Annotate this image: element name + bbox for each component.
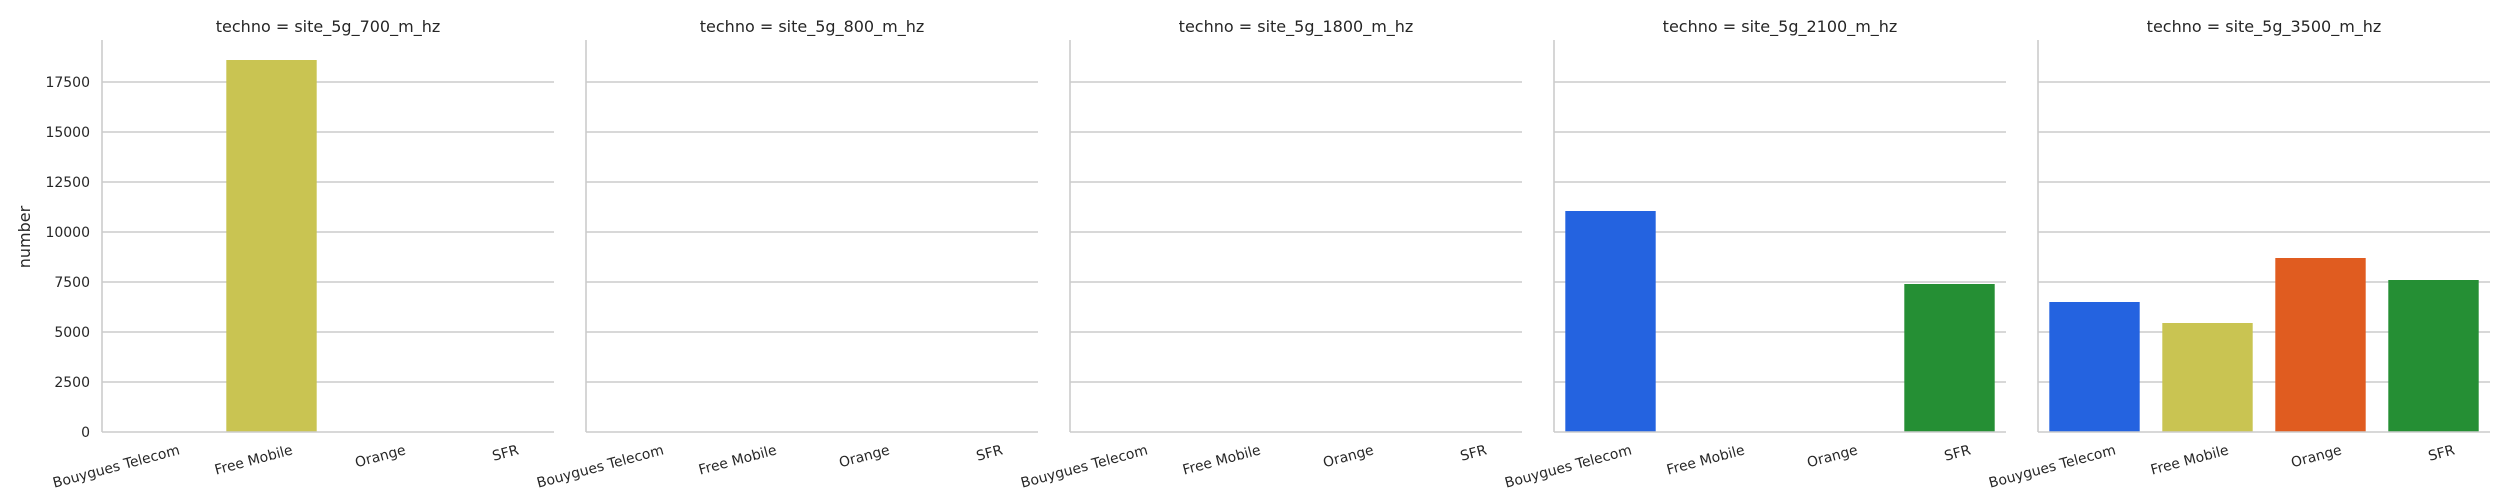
x-tick-label: Free Mobile: [1665, 442, 1747, 478]
panel-5: techno = site_5g_3500_m_hz Bouygues Telec…: [1987, 17, 2490, 492]
x-tick-label: Orange: [1321, 442, 1375, 471]
bar-sfr: [1904, 284, 1995, 432]
y-tick-label: 12500: [45, 175, 90, 191]
panel-2: techno = site_5g_800_m_hz Bouygues Teleco…: [535, 17, 1038, 492]
bar-orange: [2275, 258, 2366, 432]
panel-title: techno = site_5g_1800_m_hz: [1179, 17, 1414, 37]
panel-1: techno = site_5g_700_m_hz 0 2500 5000 7500 10…: [45, 17, 554, 492]
x-tick-label: Bouygues Telecom: [1987, 442, 2117, 491]
x-tick-label: Bouygues Telecom: [51, 442, 181, 491]
bar-bouygues-telecom: [2049, 302, 2140, 432]
bar-free-mobile: [2162, 323, 2253, 432]
x-tick-label: Orange: [2289, 442, 2343, 471]
x-tick-label: SFR: [491, 442, 521, 464]
panel-title: techno = site_5g_800_m_hz: [700, 17, 924, 37]
x-tick-label: Free Mobile: [2149, 442, 2231, 478]
bar-free-mobile: [226, 60, 317, 432]
y-tick-label: 15000: [45, 125, 90, 141]
x-tick-label: Bouygues Telecom: [535, 442, 665, 491]
x-tick-label: Free Mobile: [697, 442, 779, 478]
x-tick-label: Bouygues Telecom: [1019, 442, 1149, 491]
x-tick-label: SFR: [1943, 442, 1973, 464]
y-tick-label: 10000: [45, 225, 90, 241]
y-tick-label: 5000: [54, 325, 90, 341]
x-tick-label: Free Mobile: [213, 442, 295, 478]
panels-group: techno = site_5g_700_m_hz 0 2500 5000 7500 10…: [45, 17, 2490, 492]
x-tick-label: Orange: [837, 442, 891, 471]
y-axis-label: number: [15, 205, 34, 268]
y-tick-label: 7500: [54, 275, 90, 291]
panel-title: techno = site_5g_700_m_hz: [216, 17, 440, 37]
panel-title: techno = site_5g_3500_m_hz: [2147, 17, 2382, 37]
bar-bouygues-telecom: [1565, 211, 1656, 432]
y-tick-label: 17500: [45, 75, 90, 91]
bar-sfr: [2388, 280, 2479, 432]
x-tick-label: SFR: [975, 442, 1005, 464]
x-tick-label: Orange: [353, 442, 407, 471]
panel-4: techno = site_5g_2100_m_hz Bouygues Telec…: [1503, 17, 2006, 492]
x-tick-label: Bouygues Telecom: [1503, 442, 1633, 491]
x-tick-label: SFR: [1459, 442, 1489, 464]
x-tick-label: SFR: [2427, 442, 2457, 464]
y-tick-label: 2500: [54, 375, 90, 391]
panel-title: techno = site_5g_2100_m_hz: [1663, 17, 1898, 37]
panel-3: techno = site_5g_1800_m_hz Bouygues Telec…: [1019, 17, 1522, 492]
x-tick-label: Orange: [1805, 442, 1859, 471]
y-tick-label: 0: [81, 425, 90, 441]
x-tick-label: Free Mobile: [1181, 442, 1263, 478]
